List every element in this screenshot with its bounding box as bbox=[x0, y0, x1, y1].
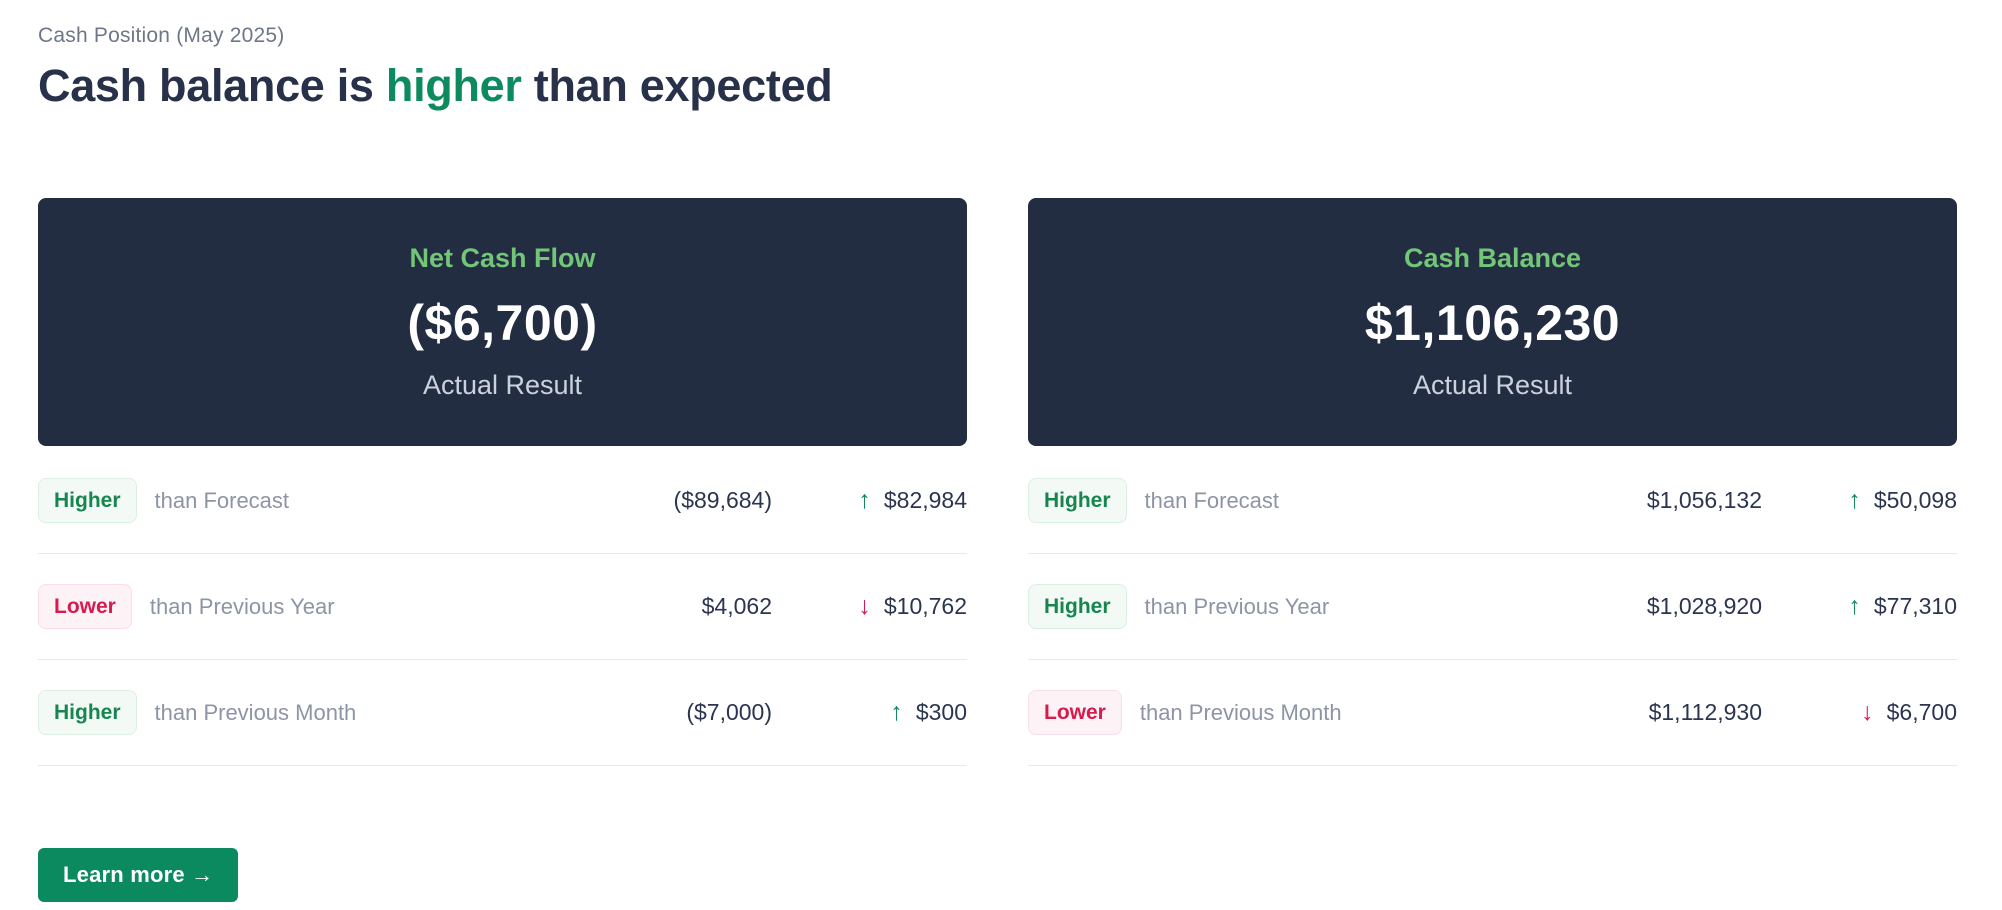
kpi-card-value: $1,106,230 bbox=[1364, 295, 1621, 351]
row-label: than Forecast bbox=[1144, 487, 1280, 513]
delta-value: $6,700 bbox=[1886, 699, 1957, 725]
up-arrow-icon: ↑ bbox=[1848, 486, 1861, 514]
row-label: than Previous Month bbox=[154, 699, 357, 725]
delta-group: ↓ $6,700 bbox=[1762, 699, 1957, 726]
delta-value: $50,098 bbox=[1873, 487, 1957, 513]
learn-more-button[interactable]: Learn more → bbox=[38, 848, 239, 902]
status-badge: Lower bbox=[1028, 690, 1122, 735]
delta-value: $82,984 bbox=[883, 487, 967, 513]
kpi-card-subtitle: Actual Result bbox=[422, 370, 583, 400]
status-badge: Higher bbox=[1028, 478, 1127, 523]
comparison-value: ($7,000) bbox=[686, 699, 772, 725]
status-badge: Lower bbox=[38, 584, 132, 629]
row-previous-year: Higher than Previous Year $1,028,920 ↑ $… bbox=[1028, 554, 1957, 660]
kpi-card-title: Net Cash Flow bbox=[409, 243, 596, 273]
row-forecast: Higher than Forecast $1,056,132 ↑ $50,09… bbox=[1028, 448, 1957, 554]
net-cash-flow-column: Net Cash Flow ($6,700) Actual Result Hig… bbox=[38, 198, 967, 766]
headline-suffix: than expected bbox=[521, 60, 833, 111]
report-subtitle: Cash Position (May 2025) bbox=[38, 24, 285, 47]
kpi-card-title: Cash Balance bbox=[1403, 243, 1582, 273]
delta-value: $10,762 bbox=[883, 593, 967, 619]
comparison-rows: Higher than Forecast ($89,684) ↑ $82,984… bbox=[38, 448, 967, 766]
delta-group: ↑ $77,310 bbox=[1762, 593, 1957, 620]
kpi-card-subtitle: Actual Result bbox=[1412, 370, 1573, 400]
delta-group: ↓ $10,762 bbox=[772, 593, 967, 620]
status-badge: Higher bbox=[38, 690, 137, 735]
net-cash-flow-card: Net Cash Flow ($6,700) Actual Result bbox=[38, 198, 967, 446]
headline-prefix: Cash balance is bbox=[38, 60, 386, 111]
headline-highlight: higher bbox=[385, 60, 522, 111]
row-forecast: Higher than Forecast ($89,684) ↑ $82,984 bbox=[38, 448, 967, 554]
delta-group: ↑ $300 bbox=[772, 699, 967, 726]
status-badge: Higher bbox=[1028, 584, 1127, 629]
delta-value: $77,310 bbox=[1873, 593, 1957, 619]
status-badge: Higher bbox=[38, 478, 137, 523]
comparison-value: ($89,684) bbox=[673, 487, 772, 513]
row-previous-month: Higher than Previous Month ($7,000) ↑ $3… bbox=[38, 660, 967, 766]
cash-balance-column: Cash Balance $1,106,230 Actual Result Hi… bbox=[1028, 198, 1957, 766]
delta-value: $300 bbox=[915, 699, 967, 725]
comparison-rows: Higher than Forecast $1,056,132 ↑ $50,09… bbox=[1028, 448, 1957, 766]
kpi-columns: Net Cash Flow ($6,700) Actual Result Hig… bbox=[38, 198, 1957, 766]
row-label: than Previous Year bbox=[1144, 593, 1330, 619]
row-label: than Previous Month bbox=[1139, 699, 1342, 725]
delta-group: ↑ $50,098 bbox=[1762, 487, 1957, 514]
comparison-value: $4,062 bbox=[701, 593, 772, 619]
comparison-value: $1,028,920 bbox=[1646, 593, 1762, 619]
comparison-value: $1,112,930 bbox=[1648, 699, 1762, 725]
row-label: than Forecast bbox=[154, 487, 290, 513]
cash-balance-card: Cash Balance $1,106,230 Actual Result bbox=[1028, 198, 1957, 446]
down-arrow-icon: ↓ bbox=[858, 592, 871, 620]
up-arrow-icon: ↑ bbox=[1848, 592, 1861, 620]
down-arrow-icon: ↓ bbox=[1861, 698, 1874, 726]
row-previous-year: Lower than Previous Year $4,062 ↓ $10,76… bbox=[38, 554, 967, 660]
page-title: Cash balance is higher than expected bbox=[38, 60, 1957, 112]
comparison-value: $1,056,132 bbox=[1646, 487, 1762, 513]
row-label: than Previous Year bbox=[149, 593, 335, 619]
up-arrow-icon: ↑ bbox=[890, 698, 903, 726]
delta-group: ↑ $82,984 bbox=[772, 487, 967, 514]
kpi-card-value: ($6,700) bbox=[407, 295, 598, 351]
up-arrow-icon: ↑ bbox=[858, 486, 871, 514]
row-previous-month: Lower than Previous Month $1,112,930 ↓ $… bbox=[1028, 660, 1957, 766]
